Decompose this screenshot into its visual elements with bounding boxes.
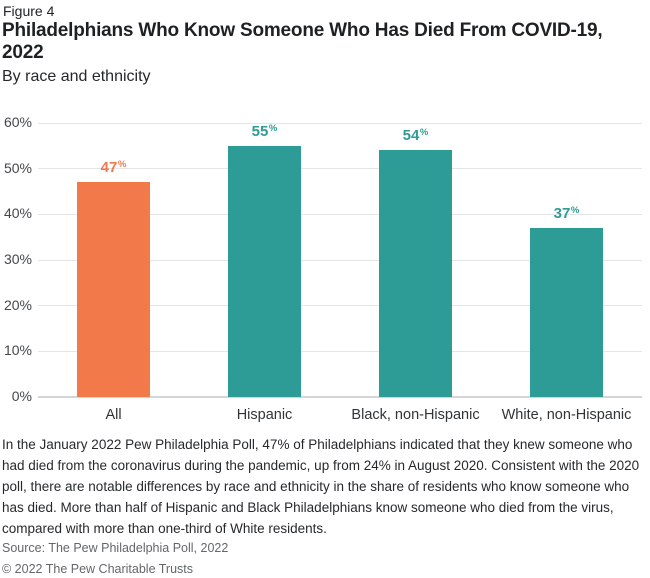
gridline: [38, 213, 642, 215]
y-tick-label: 0%: [11, 388, 32, 404]
bar-value-black-non-hispanic: 54%: [402, 127, 429, 145]
bar-all: [77, 182, 150, 397]
x-tick-label-all: All: [105, 407, 122, 423]
gridline: [38, 350, 642, 352]
figure-label: Figure 4: [3, 3, 55, 19]
source-line: Source: The Pew Philadelphia Poll, 2022: [2, 541, 229, 555]
y-tick-label: 60%: [3, 114, 32, 130]
y-tick-label: 20%: [3, 296, 32, 313]
y-tick-label: 40%: [3, 205, 32, 222]
chart-title: Philadelphians Who Know Someone Who Has …: [2, 20, 603, 63]
bar-chart: 60% 50% 40% 30% 20% 10% 0% 47% All 55% Hispanic 54%…: [0, 112, 650, 427]
plot-area: 60% 50% 40% 30% 20% 10% 0% 47% All 55% Hispanic 54%…: [4, 114, 642, 423]
bar-black-non-hispanic: [379, 150, 452, 397]
chart-note: In the January 2022 Pew Philadelphia Pol…: [2, 437, 640, 536]
gridline: [38, 305, 642, 307]
bar-value-white-non-hispanic: 37%: [553, 205, 580, 223]
copyright-line: © 2022 The Pew Charitable Trusts: [2, 562, 194, 576]
bar-white-non-hispanic: [530, 228, 603, 397]
bar-value-hispanic: 55%: [251, 122, 278, 140]
gridline: [38, 122, 642, 124]
bar-value-all: 47%: [100, 159, 127, 177]
x-tick-label-black-non-hispanic: Black, non-Hispanic: [351, 407, 480, 423]
gridline: [38, 168, 642, 170]
x-axis-baseline: [38, 396, 642, 398]
x-tick-label-white-non-hispanic: White, non-Hispanic: [501, 407, 632, 423]
gridline: [38, 259, 642, 261]
bar-hispanic: [228, 145, 301, 397]
y-tick-label: 10%: [3, 342, 32, 359]
x-tick-label-hispanic: Hispanic: [236, 407, 293, 423]
y-tick-label: 50%: [3, 159, 32, 176]
y-tick-label: 30%: [3, 251, 32, 267]
chart-subtitle: By race and ethnicity: [2, 68, 151, 85]
